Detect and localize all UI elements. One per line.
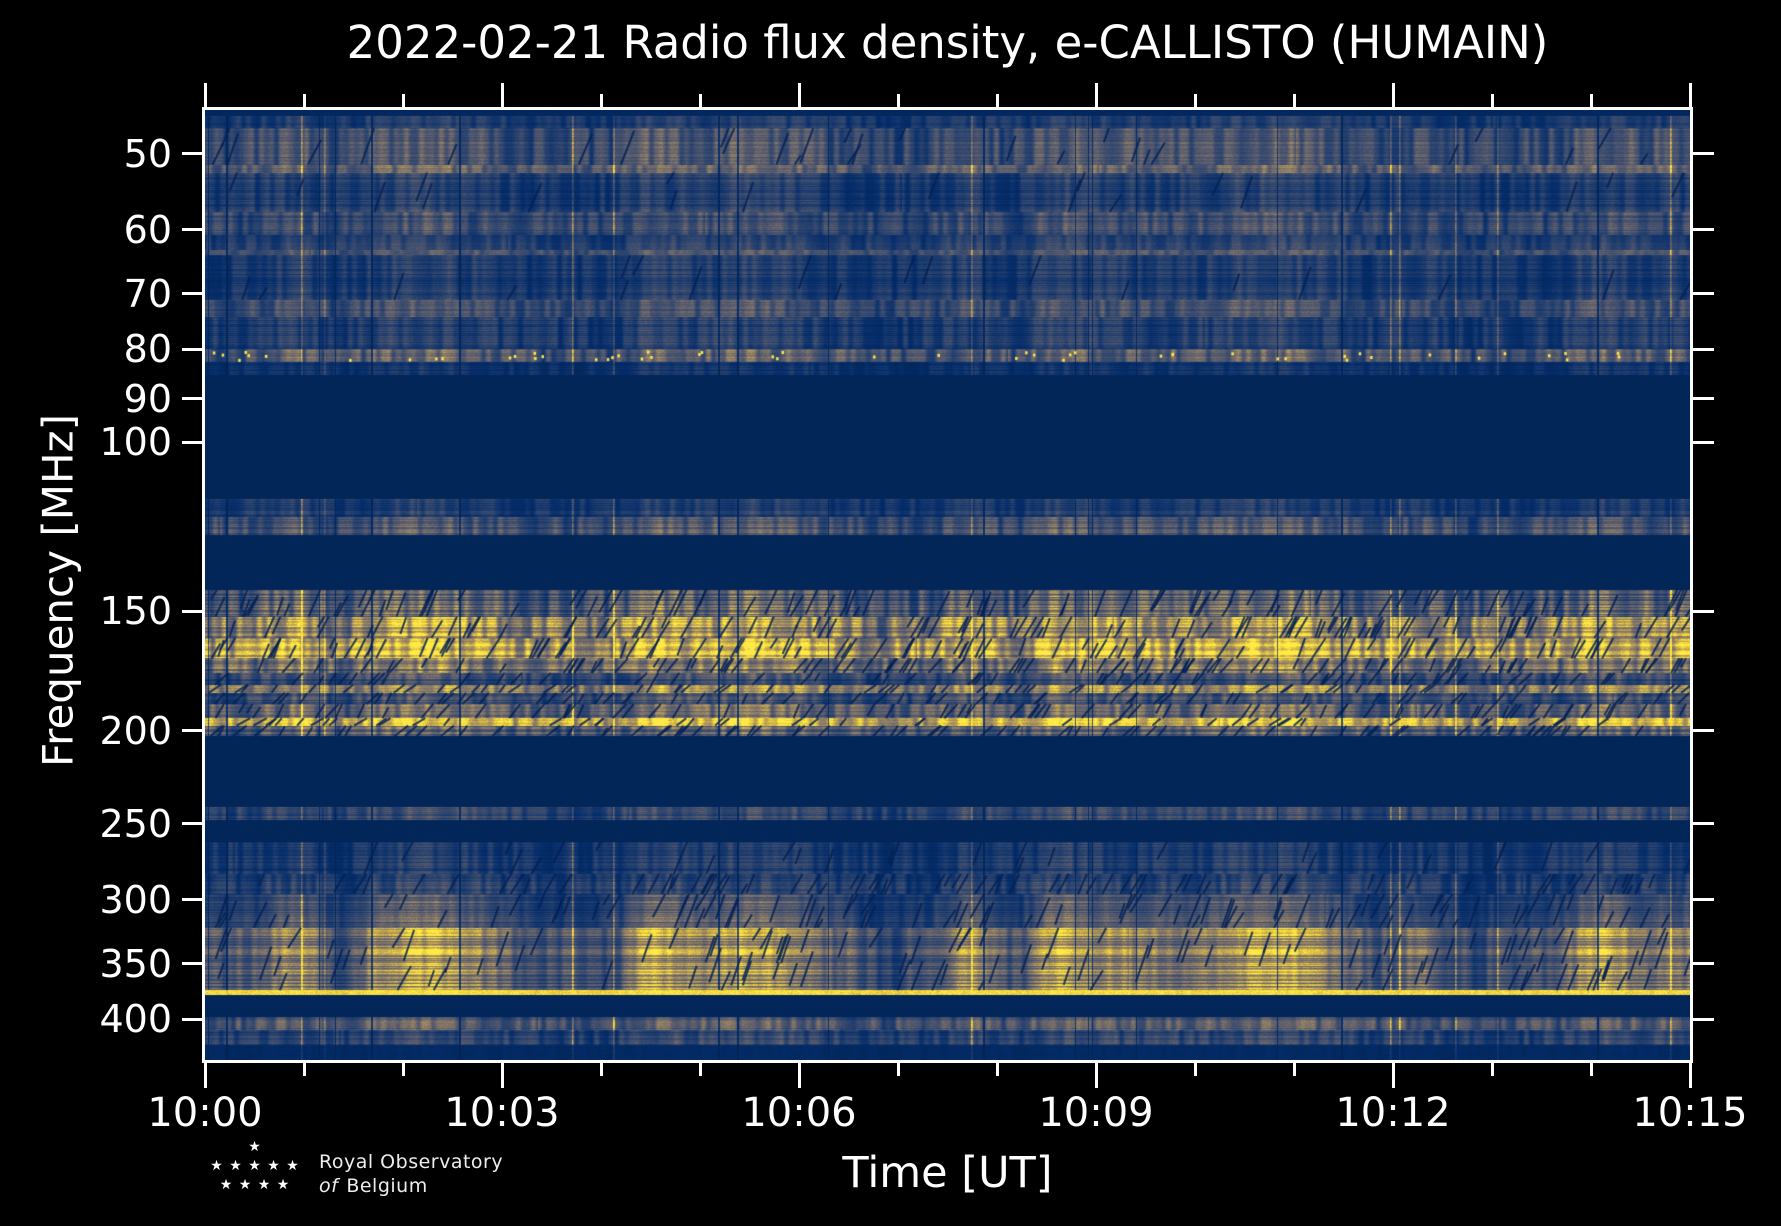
y-tick-right xyxy=(1693,609,1714,613)
y-tick-right xyxy=(1693,1017,1714,1021)
y-tick-right xyxy=(1693,347,1714,351)
y-tick-label: 150 xyxy=(99,589,172,634)
x-tick-minor-top xyxy=(302,94,306,107)
y-tick-label: 70 xyxy=(123,271,172,316)
x-tick-major-bottom xyxy=(203,1063,207,1088)
y-tick-right xyxy=(1693,729,1714,733)
x-tick-minor-bottom xyxy=(1589,1063,1593,1076)
y-tick-right xyxy=(1693,898,1714,902)
logo-belgium: Belgium xyxy=(346,1175,428,1197)
x-tick-major-top xyxy=(500,83,504,107)
x-tick-major-bottom xyxy=(1688,1063,1692,1088)
y-tick-label: 300 xyxy=(99,877,172,922)
y-tick-label: 350 xyxy=(99,941,172,986)
x-tick-minor-top xyxy=(698,94,702,107)
y-tick-label: 60 xyxy=(123,207,172,252)
x-tick-minor-bottom xyxy=(698,1063,702,1076)
x-tick-major-top xyxy=(1688,83,1692,107)
x-tick-minor-bottom xyxy=(599,1063,603,1076)
plot-area xyxy=(202,107,1693,1063)
x-tick-minor-top xyxy=(995,94,999,107)
stars-row-3: ★ ★ ★ ★ xyxy=(219,1177,291,1193)
x-tick-minor-top xyxy=(1490,94,1494,107)
y-tick-left xyxy=(182,729,203,733)
x-tick-minor-top xyxy=(896,94,900,107)
y-tick-right xyxy=(1693,822,1714,826)
x-tick-minor-top xyxy=(401,94,405,107)
y-tick-right xyxy=(1693,228,1714,232)
y-tick-left xyxy=(182,397,203,400)
y-tick-label: 100 xyxy=(99,420,172,465)
y-tick-label: 80 xyxy=(123,327,172,372)
x-tick-minor-bottom xyxy=(302,1063,306,1076)
x-tick-minor-top xyxy=(1292,94,1296,107)
y-tick-left xyxy=(182,1017,203,1021)
chart-title: 2022-02-21 Radio flux density, e-CALLIST… xyxy=(346,16,1549,69)
y-tick-left xyxy=(182,292,203,296)
y-tick-label: 50 xyxy=(123,131,172,176)
logo-text: Royal Observatory of Belgium xyxy=(319,1150,503,1198)
x-tick-minor-top xyxy=(1589,94,1593,107)
y-tick-left xyxy=(182,228,203,232)
spectrogram-heatmap xyxy=(205,110,1690,1060)
y-tick-left xyxy=(182,440,203,444)
y-tick-label: 90 xyxy=(123,376,172,421)
stars-row-1: ★ xyxy=(248,1139,262,1155)
x-tick-label: 10:09 xyxy=(1038,1090,1154,1136)
y-tick-label: 400 xyxy=(99,997,172,1042)
x-tick-minor-bottom xyxy=(896,1063,900,1076)
x-tick-minor-bottom xyxy=(995,1063,999,1076)
x-tick-major-top xyxy=(203,83,207,107)
y-tick-left xyxy=(182,152,203,156)
x-tick-major-bottom xyxy=(500,1063,504,1088)
logo-text-line2: of Belgium xyxy=(319,1174,503,1198)
y-tick-left xyxy=(182,609,203,613)
y-tick-left xyxy=(182,898,203,902)
x-tick-minor-bottom xyxy=(401,1063,405,1076)
x-tick-label: 10:12 xyxy=(1335,1090,1451,1136)
x-axis-label: Time [UT] xyxy=(842,1148,1053,1198)
y-tick-left xyxy=(182,347,203,351)
x-tick-minor-bottom xyxy=(1292,1063,1296,1076)
x-tick-major-bottom xyxy=(1391,1063,1395,1088)
y-tick-label: 250 xyxy=(99,801,172,846)
royal-observatory-logo: ★ ★ ★ ★ ★ ★ ★ ★ ★ ★ Royal Observatory of… xyxy=(205,1138,625,1198)
y-tick-right xyxy=(1693,397,1714,400)
x-tick-minor-top xyxy=(1193,94,1197,107)
x-tick-minor-top xyxy=(599,94,603,107)
y-tick-right xyxy=(1693,440,1714,444)
y-tick-right xyxy=(1693,152,1714,156)
stars-row-2: ★ ★ ★ ★ ★ xyxy=(210,1158,300,1174)
x-tick-label: 10:06 xyxy=(741,1090,857,1136)
x-tick-major-top xyxy=(1391,83,1395,107)
x-tick-minor-bottom xyxy=(1490,1063,1494,1076)
logo-of: of xyxy=(319,1175,339,1197)
x-tick-label: 10:03 xyxy=(444,1090,560,1136)
x-tick-major-top xyxy=(797,83,801,107)
x-tick-major-bottom xyxy=(797,1063,801,1088)
x-tick-major-top xyxy=(1094,83,1098,107)
y-tick-label: 200 xyxy=(99,708,172,753)
y-tick-right xyxy=(1693,292,1714,296)
x-tick-major-bottom xyxy=(1094,1063,1098,1088)
y-tick-left xyxy=(182,822,203,826)
stars-icon: ★ ★ ★ ★ ★ ★ ★ ★ ★ ★ xyxy=(205,1138,305,1195)
x-tick-label: 10:00 xyxy=(147,1090,263,1136)
y-tick-right xyxy=(1693,962,1714,966)
x-tick-label: 10:15 xyxy=(1632,1090,1748,1136)
x-tick-minor-bottom xyxy=(1193,1063,1197,1076)
y-tick-left xyxy=(182,962,203,966)
logo-text-line1: Royal Observatory xyxy=(319,1151,504,1173)
